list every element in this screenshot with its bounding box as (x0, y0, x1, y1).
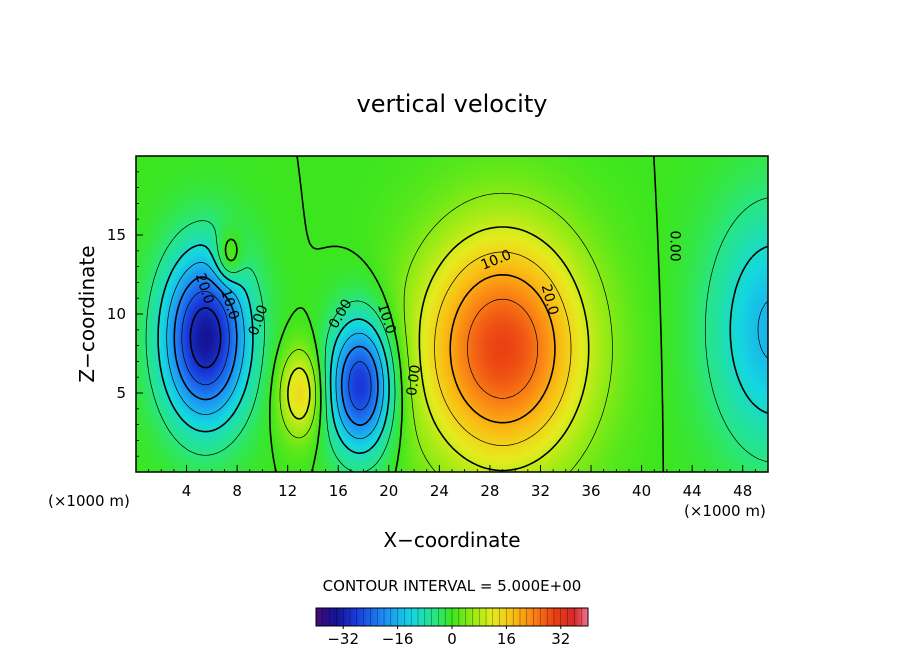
x-tick-label: 40 (632, 482, 651, 500)
contour-level-neg10 (157, 244, 768, 454)
contour-level-25 (467, 298, 539, 399)
contour-level-neg20 (173, 276, 379, 426)
y-tick-label: 10 (107, 305, 126, 323)
x-axis-label: X−coordinate (383, 528, 520, 552)
contour-level-neg25 (181, 290, 372, 411)
colorbar-tick-label: −16 (382, 630, 414, 648)
colorbar-tick-label: 0 (447, 630, 457, 648)
colorbar-ticks: −32 −16 0 16 32 (327, 626, 570, 648)
contour-lines (145, 156, 768, 472)
y-axis: 5 10 15 (107, 171, 143, 457)
colorbar-tick-label: 32 (551, 630, 570, 648)
x-tick-label: 48 (733, 482, 752, 500)
contour-level-20 (449, 274, 556, 424)
chart-title: vertical velocity (357, 90, 548, 118)
x-tick-label: 16 (329, 482, 348, 500)
y-axis-label: Z−coordinate (75, 245, 99, 382)
contour-label: 0.00 (404, 364, 424, 397)
contour-label: 0.00 (666, 230, 682, 261)
contour-level-5 (279, 192, 613, 472)
x-tick-label: 24 (430, 482, 449, 500)
contour-level-neg15 (166, 262, 768, 440)
contour-level-neg5 (145, 197, 768, 472)
contour-level-10 (287, 226, 590, 472)
colorbar-tick-label: −32 (327, 630, 359, 648)
x-tick-label: 32 (531, 482, 550, 500)
contour-level-neg30 (189, 307, 222, 369)
x-tick-label: 4 (182, 482, 192, 500)
x-tick-label: 20 (379, 482, 398, 500)
x-unit-right: (×1000 m) (684, 502, 766, 520)
x-unit-left: (×1000 m) (48, 492, 130, 510)
x-tick-label: 8 (232, 482, 242, 500)
colorbar-tick-label: 16 (497, 630, 516, 648)
contour-interval-text: CONTOUR INTERVAL = 5.000E+00 (323, 577, 582, 595)
contour-label: 20.0 (538, 283, 562, 317)
x-tick-label: 12 (278, 482, 297, 500)
x-tick-label: 44 (683, 482, 702, 500)
contour-level-0 (224, 156, 665, 472)
x-axis: 4 8 12 16 20 24 28 32 36 40 44 48 (148, 465, 756, 500)
colorbar: −32 −16 0 16 32 (315, 607, 589, 648)
x-tick-label: 36 (581, 482, 600, 500)
y-tick-label: 5 (116, 384, 126, 402)
x-tick-label: 28 (480, 482, 499, 500)
contour-level-15 (434, 251, 572, 446)
y-tick-label: 15 (107, 226, 126, 244)
colorbar-segment-lines (322, 608, 582, 626)
